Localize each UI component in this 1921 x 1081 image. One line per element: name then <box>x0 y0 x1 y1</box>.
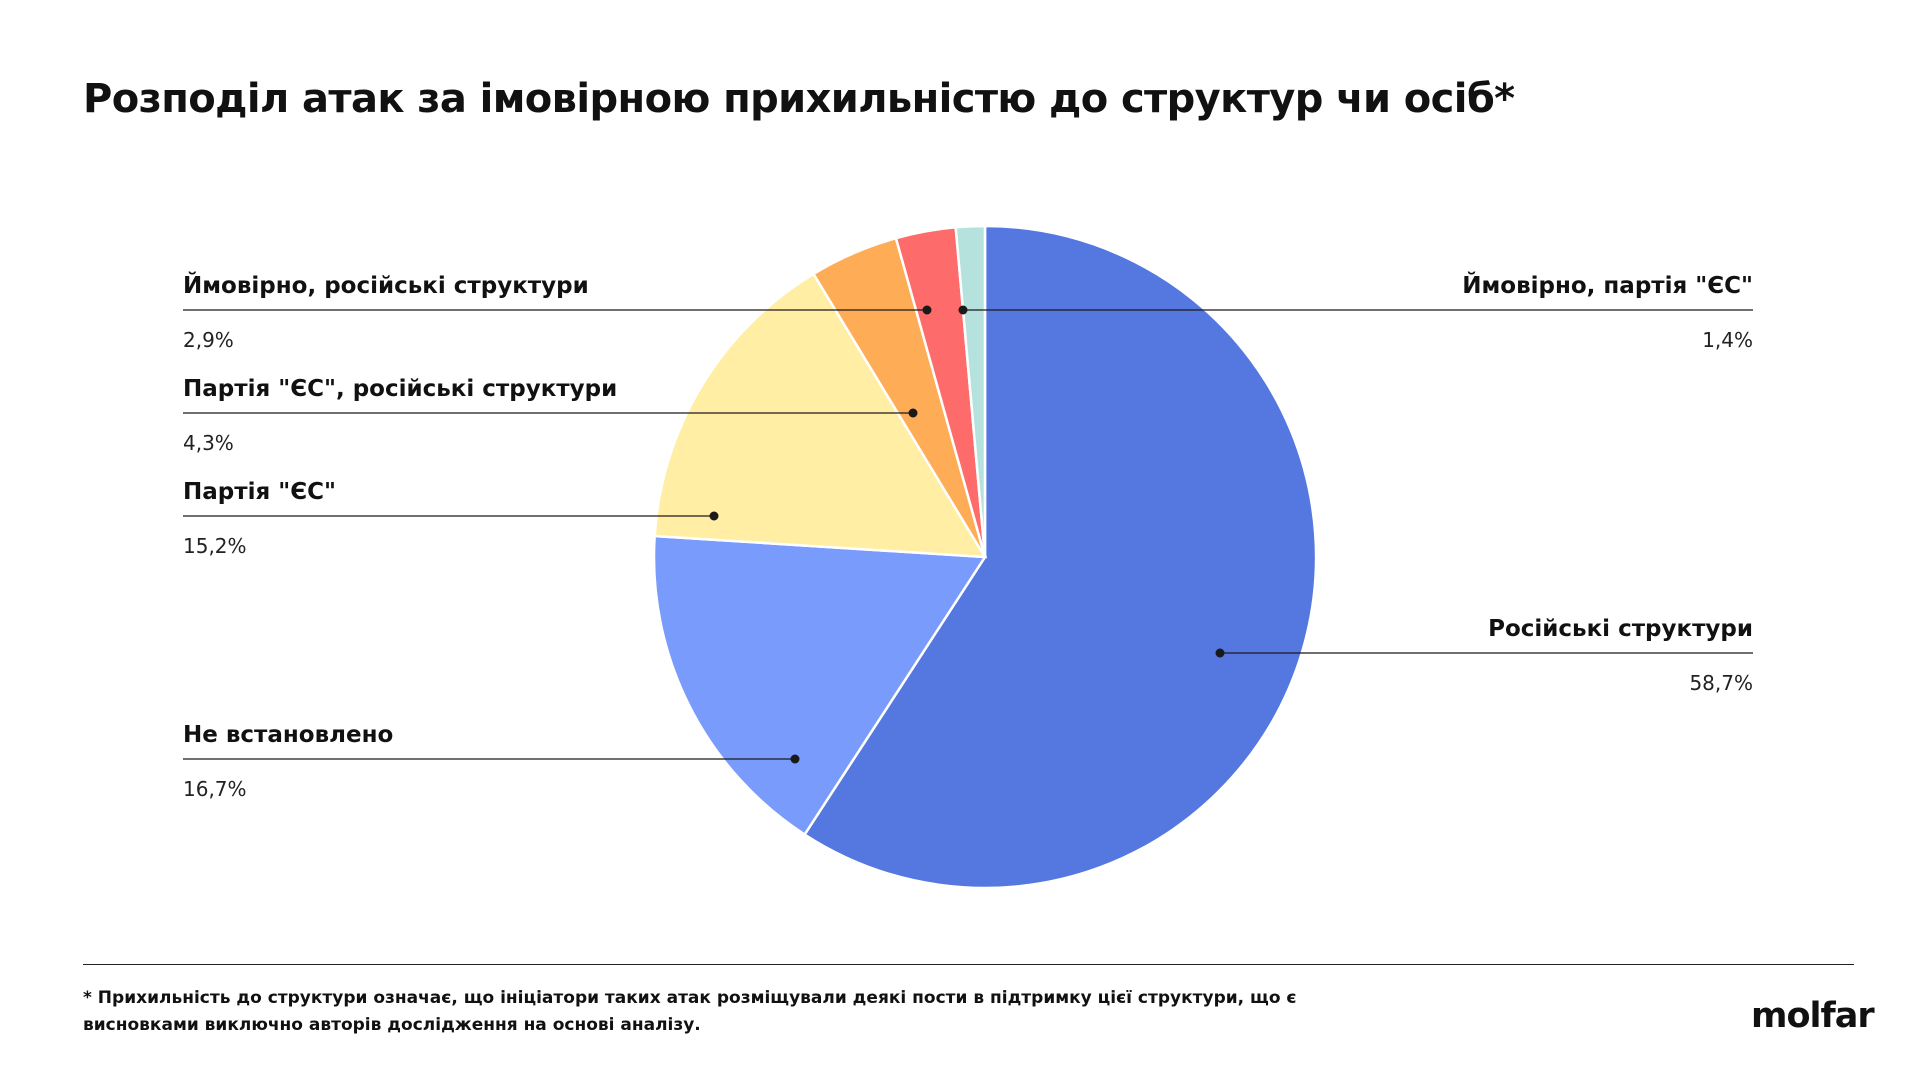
slice-value: 15,2% <box>183 534 247 558</box>
leader-dot <box>1215 648 1225 658</box>
slice-label: Ймовірно, російські структури <box>183 271 589 299</box>
leader-dot <box>958 305 968 315</box>
leader-lines <box>183 305 1753 764</box>
leader-dot <box>790 754 800 764</box>
molfar-logo: molfar <box>1751 996 1875 1036</box>
pie-slice <box>653 272 988 559</box>
slice-value: 58,7% <box>1689 671 1753 695</box>
slice-labels: Російські структури 58,7% Не встановлено 16… <box>183 271 1753 801</box>
slice-label: Партія "ЄС" <box>183 479 336 505</box>
slice-value: 4,3% <box>183 431 234 455</box>
slice-label: Російські структури <box>1488 616 1753 642</box>
leader-dot <box>709 511 719 521</box>
pie-chart: Російські структури 58,7% Не встановлено 16… <box>183 224 1753 890</box>
leader-dot <box>908 408 918 418</box>
pie-slice <box>802 224 1318 890</box>
slice-label: Партія "ЄС", російські структури <box>183 376 617 402</box>
footer-divider <box>83 964 1854 965</box>
pie-slice <box>652 534 988 837</box>
footnote: * Прихильність до структури означає, що … <box>83 988 1297 1035</box>
leader-dot <box>922 305 932 315</box>
slice-value: 16,7% <box>183 777 247 801</box>
slice-value: 1,4% <box>1702 328 1753 352</box>
slice-label: Не встановлено <box>183 722 393 748</box>
pie-slices <box>652 224 1318 890</box>
slice-label: Ймовірно, партія "ЄС" <box>1462 271 1753 299</box>
chart-title: Розподіл атак за імовірною прихильністю … <box>83 76 1515 122</box>
slice-value: 2,9% <box>183 328 234 352</box>
